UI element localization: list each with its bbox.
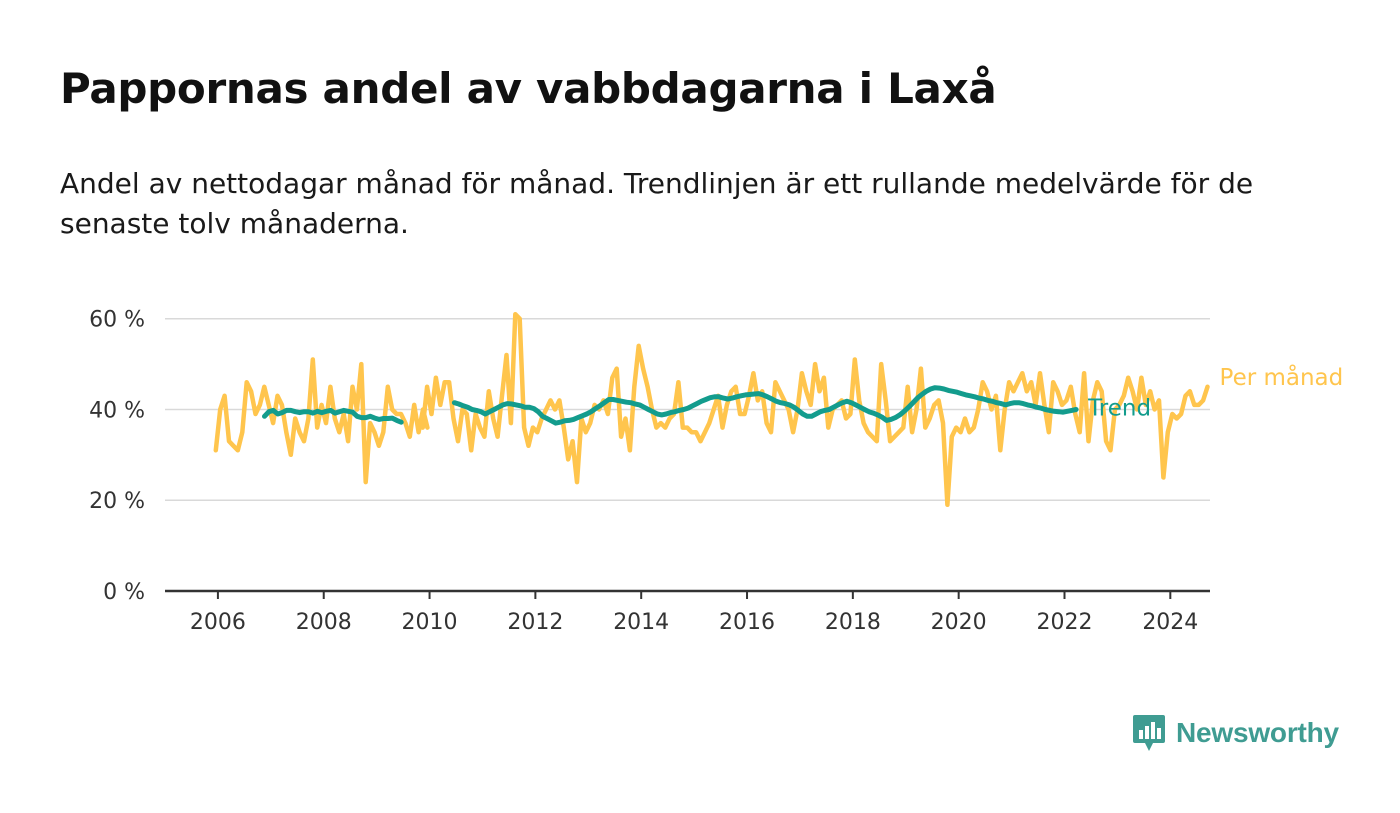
series-line-per-m-nad bbox=[420, 311, 1210, 508]
y-axis-ticks: 0 % 20 % 40 % 60 % bbox=[89, 308, 145, 605]
y-tick-label: 20 % bbox=[89, 489, 145, 514]
x-tick-label: 2024 bbox=[1142, 610, 1198, 635]
x-tick-label: 2016 bbox=[719, 610, 775, 635]
series-label-per-m-nad: Per månad bbox=[1220, 363, 1344, 391]
x-tick-label: 2006 bbox=[190, 610, 246, 635]
newsworthy-icon bbox=[1133, 715, 1165, 751]
chart-title: Pappornas andel av vabbdagarna i Laxå bbox=[60, 64, 997, 113]
x-axis-ticks: 2006 2008 2010 2012 2014 2016 2018 2020 2022 2024 bbox=[190, 591, 1198, 635]
x-tick-label: 2022 bbox=[1036, 610, 1092, 635]
y-tick-label: 0 % bbox=[103, 580, 145, 605]
x-tick-label: 2020 bbox=[931, 610, 987, 635]
series-lines bbox=[213, 311, 1210, 508]
series-label-trend: Trend bbox=[1087, 395, 1151, 421]
y-tick-label: 40 % bbox=[89, 398, 145, 423]
series-line-trend bbox=[262, 407, 404, 425]
x-tick-label: 2010 bbox=[402, 610, 458, 635]
x-tick-label: 2014 bbox=[613, 610, 669, 635]
brand-name: Newsworthy bbox=[1176, 717, 1339, 748]
x-tick-label: 2008 bbox=[296, 610, 352, 635]
series-labels: Per månad Trend bbox=[1087, 363, 1343, 422]
y-tick-label: 60 % bbox=[89, 308, 145, 333]
x-tick-label: 2012 bbox=[507, 610, 563, 635]
line-chart: 0 % 20 % 40 % 60 % 2006 2008 2010 2012 2014 2016… bbox=[89, 308, 1343, 635]
chart-subtitle: Andel av nettodagar månad för månad. Tre… bbox=[60, 167, 1254, 240]
x-tick-label: 2018 bbox=[825, 610, 881, 635]
newsworthy-logo: Newsworthy bbox=[1132, 712, 1339, 754]
series-line-trend bbox=[451, 385, 1079, 426]
series-line-per-m-nad bbox=[213, 357, 430, 485]
